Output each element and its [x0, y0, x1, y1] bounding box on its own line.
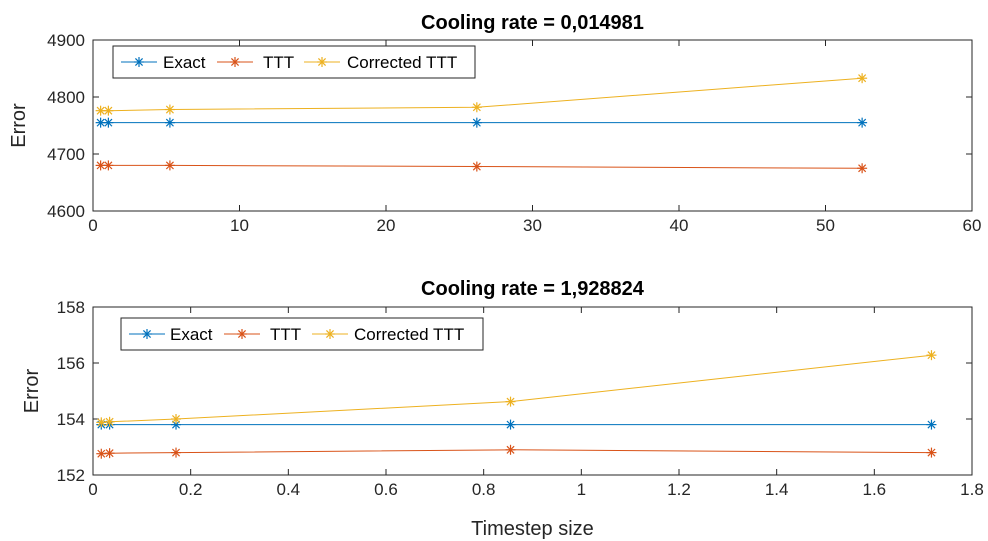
bottom-point-ttt: [505, 444, 516, 455]
top-point-exact: [103, 117, 114, 128]
top-point-corrected-ttt: [164, 104, 175, 115]
bottom-point-ttt: [926, 447, 937, 458]
bottom-point-corrected-ttt: [104, 416, 115, 427]
bottom-x-tick-label: 1.6: [863, 480, 887, 499]
bottom-point-corrected-ttt: [926, 350, 937, 361]
top-point-ttt: [471, 161, 482, 172]
bottom-x-tick-label: 1.8: [960, 480, 984, 499]
top-legend-marker-exact: [134, 57, 144, 67]
bottom-y-tick-label: 156: [57, 354, 85, 373]
top-y-tick-label: 4600: [47, 202, 85, 221]
bottom-legend-box: [120, 317, 484, 351]
bottom-x-tick-label: 1.2: [667, 480, 691, 499]
bottom-x-tick-label: 0.2: [179, 480, 203, 499]
top-legend: Exact TTT Corrected TTT: [112, 45, 476, 79]
bottom-point-ttt: [171, 447, 182, 458]
top-point-corrected-ttt: [857, 73, 868, 84]
bottom-x-tick-label: 1: [577, 480, 586, 499]
bottom-subplot: Cooling rate = 1,928824 0 0.2 0.4 0.6 0.8 1 1.2…: [21, 278, 984, 540]
top-x-tick-label: 60: [963, 216, 982, 235]
top-y-tick-label: 4800: [47, 88, 85, 107]
bottom-point-exact: [926, 419, 937, 430]
top-point-ttt: [103, 160, 114, 171]
bottom-point-corrected-ttt: [505, 396, 516, 407]
top-y-axis-label: Error: [8, 103, 30, 148]
bottom-x-tick-label: 0.8: [472, 480, 496, 499]
bottom-x-tick-label: 0.6: [374, 480, 398, 499]
top-x-tick-label: 0: [88, 216, 97, 235]
top-point-exact: [164, 117, 175, 128]
bottom-x-axis-label: Timestep size: [471, 518, 594, 540]
top-legend-label-ttt: TTT: [263, 53, 294, 72]
top-point-ttt: [857, 163, 868, 174]
top-x-tick-label: 30: [523, 216, 542, 235]
top-point-exact: [857, 117, 868, 128]
bottom-x-tick-label: 0.4: [277, 480, 301, 499]
top-point-corrected-ttt: [103, 105, 114, 116]
top-subplot: Cooling rate = 0,014981 0 10 20 30 40 50 60 4600…: [8, 12, 981, 235]
top-y-tick-label: 4900: [47, 31, 85, 50]
top-point-ttt: [164, 160, 175, 171]
bottom-legend-label-exact: Exact: [170, 325, 213, 344]
bottom-legend-label-ttt: TTT: [270, 325, 301, 344]
bottom-y-axis-label: Error: [21, 368, 43, 413]
bottom-point-corrected-ttt: [171, 414, 182, 424]
top-legend-label-exact: Exact: [163, 53, 206, 72]
bottom-point-corrected-ttt: [96, 417, 107, 428]
bottom-point-exact: [505, 419, 516, 430]
bottom-legend-marker-corrected-ttt: [325, 329, 335, 339]
bottom-point-ttt: [104, 448, 115, 459]
bottom-x-tick-label: 0: [88, 480, 97, 499]
top-legend-box: [112, 45, 476, 79]
top-point-corrected-ttt: [471, 102, 482, 113]
top-y-tick-label: 4700: [47, 145, 85, 164]
bottom-y-tick-label: 158: [57, 298, 85, 317]
top-x-tick-label: 50: [816, 216, 835, 235]
bottom-legend: Exact TTT Corrected TTT: [120, 317, 484, 351]
top-legend-marker-ttt: [230, 57, 240, 67]
bottom-y-tick-label: 152: [57, 466, 85, 485]
bottom-y-tick-label: 154: [57, 410, 85, 429]
top-chart-title: Cooling rate = 0,014981: [421, 12, 644, 34]
bottom-legend-marker-ttt: [237, 329, 247, 339]
top-legend-marker-corrected-ttt: [317, 57, 327, 67]
top-x-tick-label: 20: [377, 216, 396, 235]
top-point-exact: [471, 117, 482, 128]
bottom-legend-marker-exact: [142, 329, 152, 339]
top-x-tick-label: 10: [230, 216, 249, 235]
bottom-chart-title: Cooling rate = 1,928824: [421, 278, 645, 300]
bottom-legend-label-corrected-ttt: Corrected TTT: [354, 325, 464, 344]
bottom-x-tick-label: 1.4: [765, 480, 789, 499]
top-x-tick-label: 40: [670, 216, 689, 235]
top-legend-label-corrected-ttt: Corrected TTT: [347, 53, 457, 72]
